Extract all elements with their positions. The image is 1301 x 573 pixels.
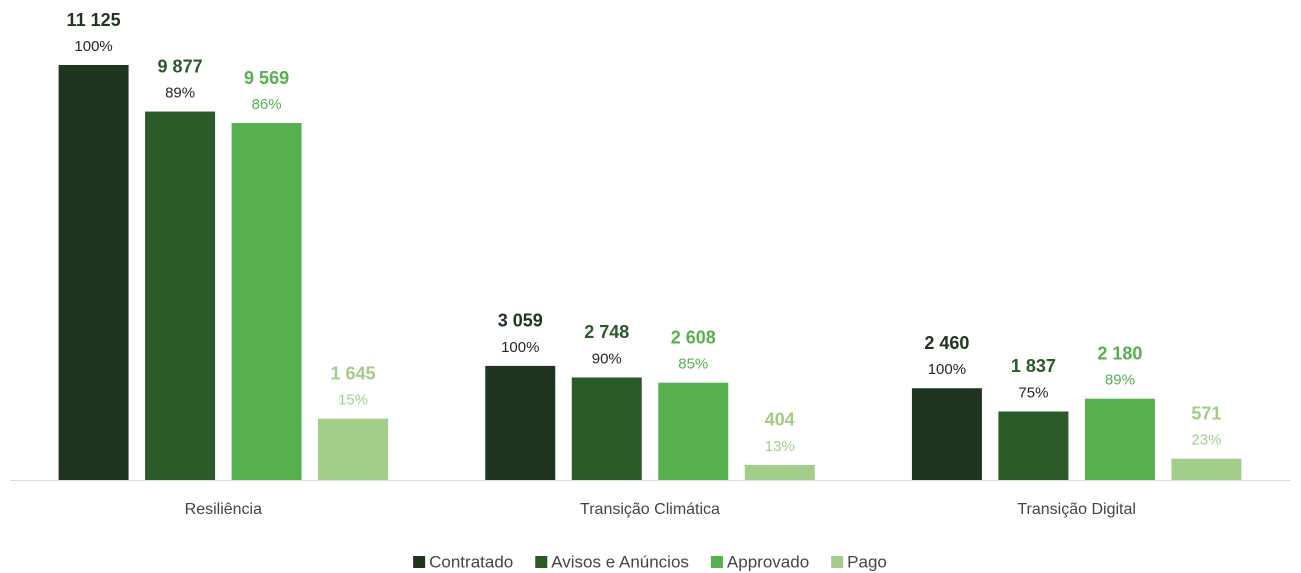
legend-label: Contratado (429, 552, 513, 571)
legend-swatch (413, 556, 426, 568)
bar (1171, 458, 1242, 480)
value-label: 1 645 (331, 363, 376, 383)
value-label: 2 608 (671, 327, 716, 347)
percent-label: 89% (165, 85, 195, 102)
bar (658, 382, 729, 480)
value-label: 9 569 (244, 68, 289, 88)
x-tick-label: Transição Digital (1017, 501, 1136, 518)
bar (571, 377, 642, 480)
bar (231, 123, 302, 481)
percent-label: 100% (501, 339, 539, 356)
percent-label: 90% (592, 350, 622, 367)
value-label: 2 748 (584, 322, 629, 342)
legend-label: Pago (847, 552, 887, 571)
value-label: 3 059 (498, 311, 543, 331)
bar (318, 418, 389, 480)
percent-label: 86% (252, 96, 282, 113)
bar (998, 411, 1069, 480)
value-label: 11 125 (67, 10, 121, 30)
percent-label: 13% (765, 438, 795, 455)
bar (1084, 398, 1155, 480)
value-label: 571 (1191, 403, 1221, 423)
x-tick-label: Resiliência (185, 501, 262, 518)
bar (744, 464, 815, 480)
x-tick-label: Transição Climática (580, 501, 720, 518)
bar (58, 65, 129, 480)
value-label: 2 460 (924, 333, 969, 353)
value-label: 2 180 (1097, 343, 1142, 363)
percent-label: 15% (338, 392, 368, 409)
bar (485, 365, 556, 480)
legend-label: Avisos e Anúncios (551, 552, 689, 571)
value-label: 1 837 (1011, 356, 1056, 376)
percent-label: 89% (1105, 372, 1135, 389)
legend-swatch (710, 556, 723, 568)
percent-label: 100% (928, 361, 966, 378)
percent-label: 75% (1018, 384, 1048, 401)
legend-swatch (535, 556, 548, 568)
percent-label: 85% (678, 356, 708, 373)
bar (145, 111, 216, 481)
value-label: 404 (765, 410, 795, 430)
percent-label: 23% (1191, 432, 1221, 449)
legend-swatch (831, 556, 844, 568)
value-label: 9 877 (158, 56, 203, 76)
legend-label: Approvado (727, 552, 809, 571)
percent-label: 100% (74, 38, 112, 55)
bar (911, 388, 982, 480)
